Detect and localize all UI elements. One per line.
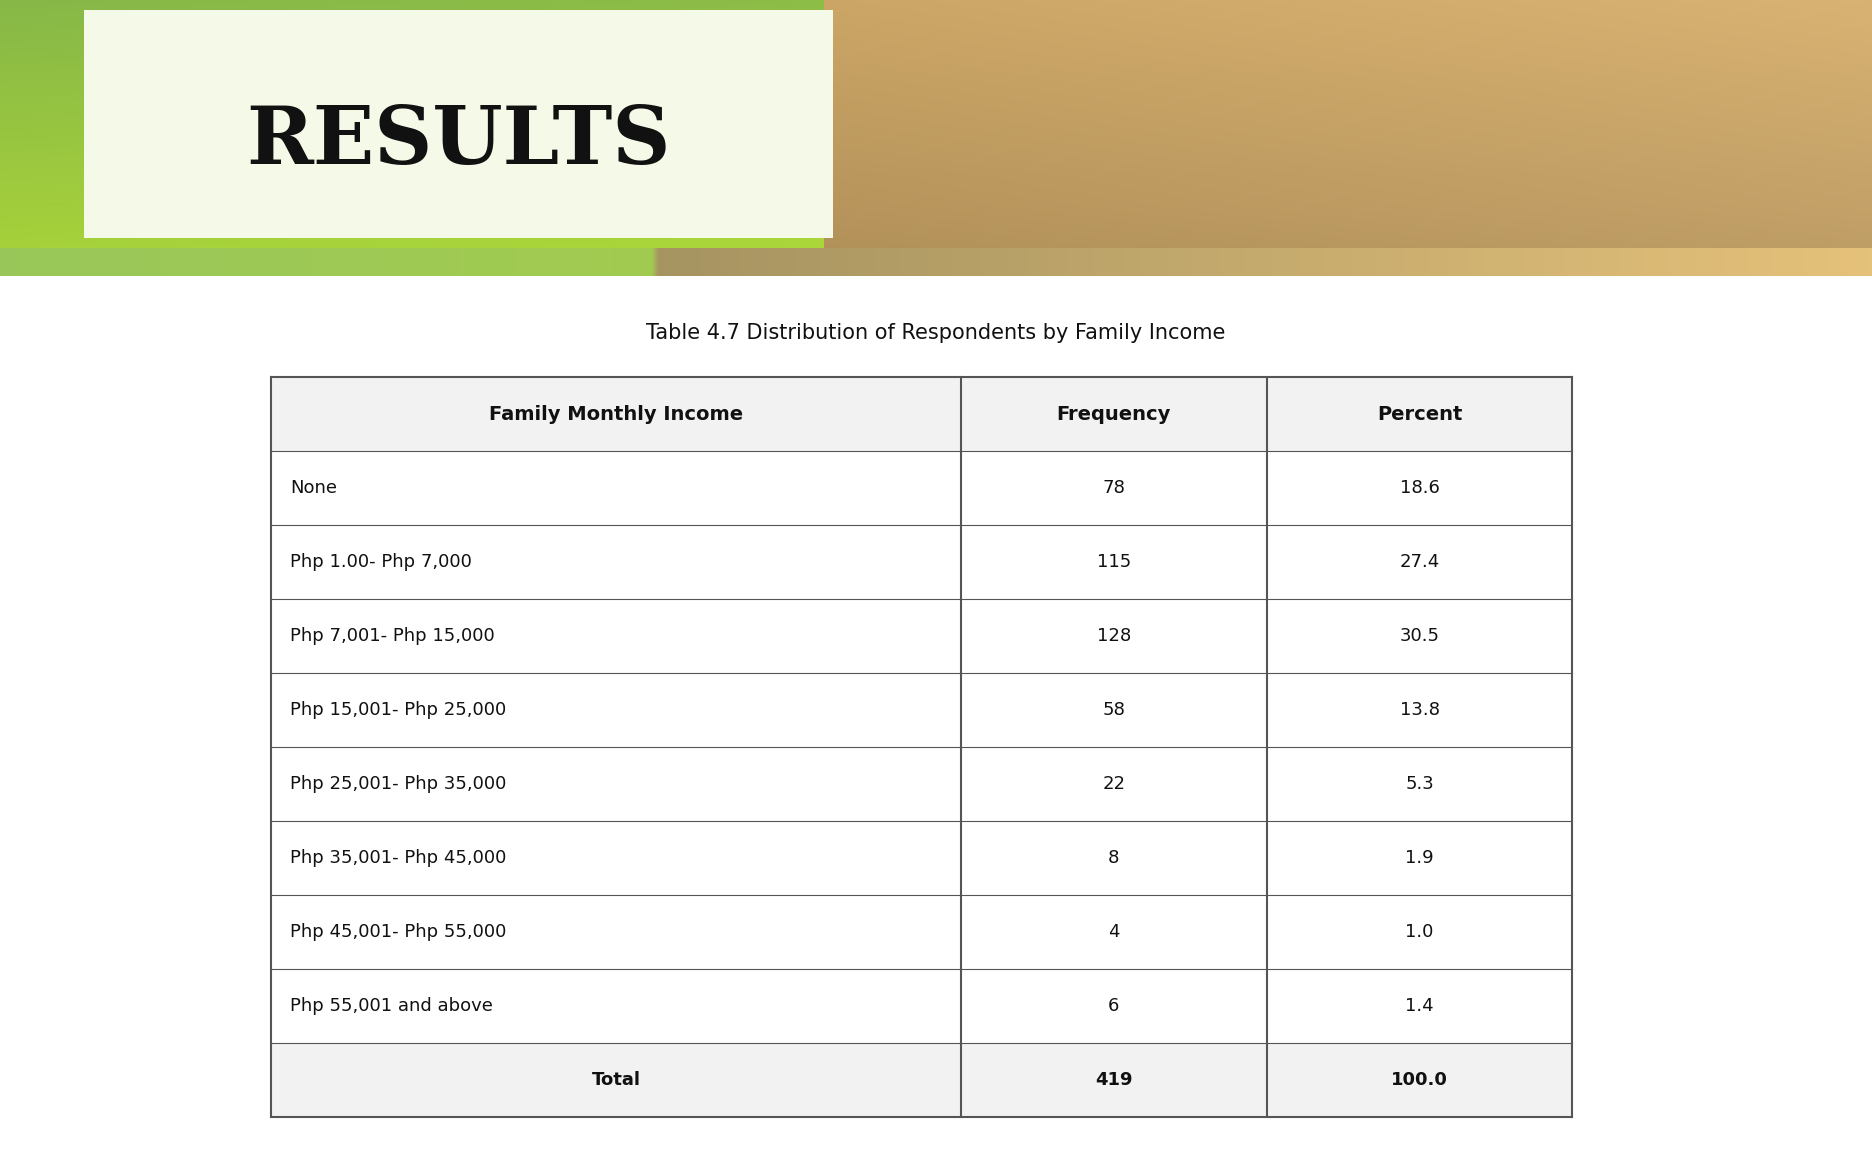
Text: 6: 6 (1108, 996, 1119, 1015)
Text: 115: 115 (1097, 553, 1131, 571)
Text: 5.3: 5.3 (1406, 775, 1434, 793)
Text: 100.0: 100.0 (1391, 1071, 1449, 1089)
Text: Php 25,001- Php 35,000: Php 25,001- Php 35,000 (290, 775, 507, 793)
Text: Php 55,001 and above: Php 55,001 and above (290, 996, 492, 1015)
Bar (271, 1043, 1572, 1117)
Text: 1.4: 1.4 (1406, 996, 1434, 1015)
Bar (824, 0, 1872, 248)
Text: Percent: Percent (1378, 404, 1462, 424)
Text: 1.0: 1.0 (1406, 923, 1434, 941)
Text: 13.8: 13.8 (1400, 702, 1440, 719)
Bar (824, 37, 1872, 211)
Text: Table 4.7 Distribution of Respondents by Family Income: Table 4.7 Distribution of Respondents by… (646, 324, 1226, 343)
Text: 128: 128 (1097, 627, 1131, 645)
Text: None: None (290, 479, 337, 498)
Text: 78: 78 (1103, 479, 1125, 498)
Text: 30.5: 30.5 (1400, 627, 1440, 645)
Text: RESULTS: RESULTS (247, 103, 670, 181)
Bar (84, 10, 833, 237)
Text: Family Monthly Income: Family Monthly Income (489, 404, 743, 424)
Text: Php 1.00- Php 7,000: Php 1.00- Php 7,000 (290, 553, 472, 571)
Text: Php 35,001- Php 45,000: Php 35,001- Php 45,000 (290, 849, 507, 867)
Text: 1.9: 1.9 (1406, 849, 1434, 867)
Text: 4: 4 (1108, 923, 1119, 941)
Text: Php 7,001- Php 15,000: Php 7,001- Php 15,000 (290, 627, 494, 645)
Text: 18.6: 18.6 (1400, 479, 1440, 498)
Text: 58: 58 (1103, 702, 1125, 719)
Text: 22: 22 (1103, 775, 1125, 793)
Text: 27.4: 27.4 (1400, 553, 1440, 571)
Text: 419: 419 (1095, 1071, 1133, 1089)
Text: Frequency: Frequency (1056, 404, 1172, 424)
Bar (271, 377, 1572, 452)
Text: 8: 8 (1108, 849, 1119, 867)
Text: Php 15,001- Php 25,000: Php 15,001- Php 25,000 (290, 702, 507, 719)
Text: Php 45,001- Php 55,000: Php 45,001- Php 55,000 (290, 923, 507, 941)
Text: Total: Total (592, 1071, 640, 1089)
